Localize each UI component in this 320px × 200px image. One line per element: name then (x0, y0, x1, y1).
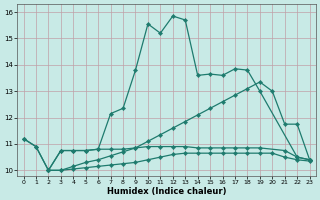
X-axis label: Humidex (Indice chaleur): Humidex (Indice chaleur) (107, 187, 226, 196)
